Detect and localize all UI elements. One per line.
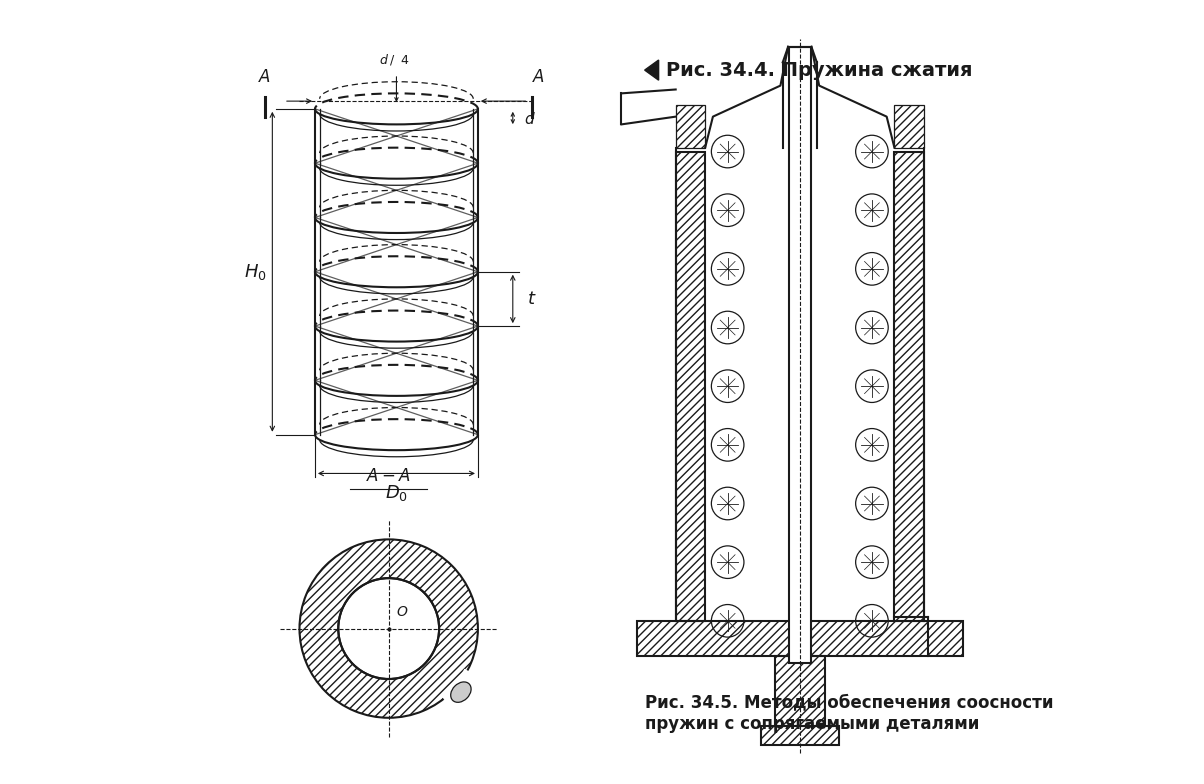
- FancyBboxPatch shape: [789, 47, 810, 663]
- Text: $d$: $d$: [379, 53, 389, 67]
- Text: $H_0$: $H_0$: [244, 262, 266, 281]
- Text: $t$: $t$: [527, 290, 536, 308]
- Ellipse shape: [450, 682, 471, 702]
- Text: $A$: $A$: [532, 67, 545, 85]
- Text: $A - A$: $A - A$: [366, 467, 411, 485]
- Text: /: /: [390, 54, 395, 67]
- Text: $O$: $O$: [396, 605, 409, 619]
- Text: Рис. 34.5. Методы обеспечения соосности: Рис. 34.5. Методы обеспечения соосности: [644, 693, 1054, 711]
- Text: $D_0$: $D_0$: [385, 483, 408, 503]
- Text: $A$: $A$: [258, 67, 271, 85]
- Text: пружин с сопрягаемыми деталями: пружин с сопрягаемыми деталями: [644, 715, 979, 733]
- Text: 4: 4: [400, 54, 408, 67]
- Text: $d$: $d$: [525, 111, 536, 127]
- Polygon shape: [644, 60, 659, 80]
- Text: Рис. 34.4. Пружина сжатия: Рис. 34.4. Пружина сжатия: [666, 60, 973, 80]
